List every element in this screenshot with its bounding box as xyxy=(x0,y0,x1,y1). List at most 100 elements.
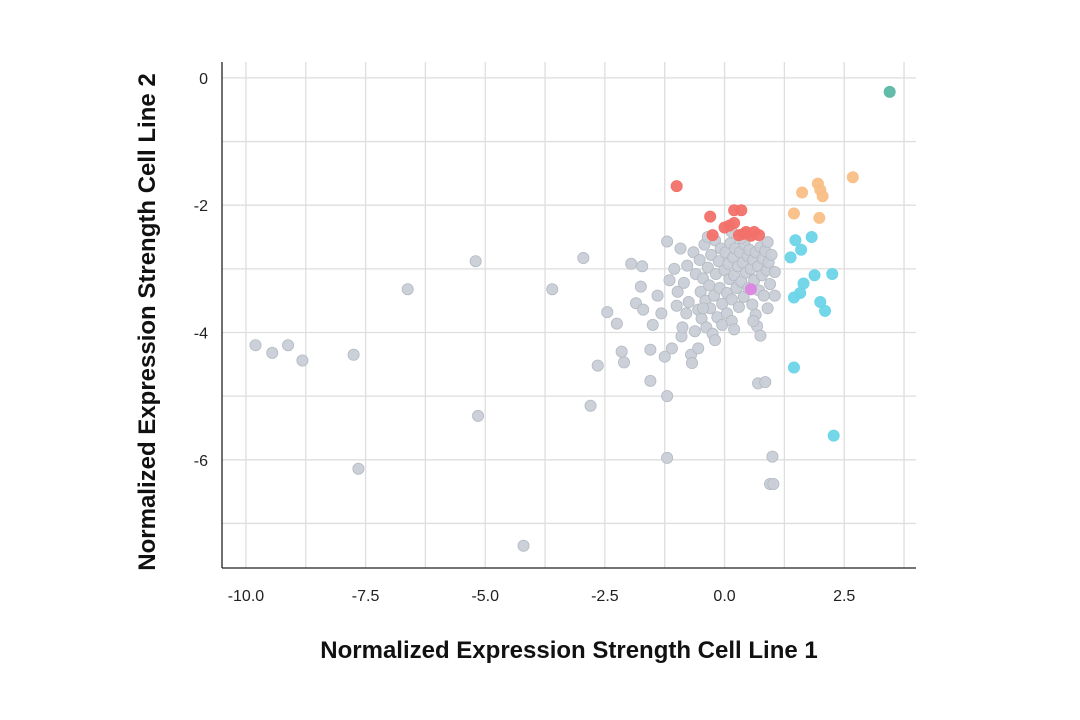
data-point-gray xyxy=(693,253,706,266)
x-axis-title: Normalized Expression Strength Cell Line… xyxy=(320,637,817,664)
data-point-cyan xyxy=(787,291,800,304)
data-point-gray xyxy=(761,236,774,249)
data-point-gray xyxy=(668,262,681,275)
data-point-gray xyxy=(768,266,781,279)
data-point-gray xyxy=(661,235,674,248)
data-point-gray xyxy=(655,307,668,320)
data-point-cyan xyxy=(826,267,839,280)
x-tick-labels: -10.0 -7.5 -5.0 -2.5 0.0 2.5 xyxy=(228,588,856,605)
data-point-gray xyxy=(757,289,770,302)
data-point-gray xyxy=(517,539,530,552)
data-point-gray xyxy=(625,257,638,270)
data-point-gray xyxy=(347,348,360,361)
data-point-gray xyxy=(661,390,674,403)
data-point-gray xyxy=(681,259,694,272)
data-point-gray xyxy=(746,298,759,311)
data-point-gray xyxy=(644,343,657,356)
data-point-gray xyxy=(697,302,710,315)
data-point-gray xyxy=(747,315,760,328)
data-point-gray xyxy=(665,342,678,355)
data-point-gray xyxy=(401,283,414,296)
data-point-magenta xyxy=(744,283,757,296)
data-point-gray xyxy=(677,276,690,289)
y-tick-label: -4 xyxy=(194,326,208,343)
y-tick-label: 0 xyxy=(199,71,208,88)
data-point-gray xyxy=(646,318,659,331)
data-point-orange xyxy=(813,211,826,224)
data-point-gray xyxy=(732,301,745,314)
data-point-gray xyxy=(636,260,649,273)
data-point-gray xyxy=(658,350,671,363)
axes xyxy=(221,62,916,569)
data-point-red xyxy=(704,210,717,223)
data-point-red xyxy=(706,229,719,242)
data-point-gray xyxy=(610,317,623,330)
data-point-gray xyxy=(644,374,657,387)
data-point-gray xyxy=(682,295,695,308)
data-point-red xyxy=(670,180,683,193)
data-point-gray xyxy=(591,359,604,372)
data-point-gray xyxy=(671,285,684,298)
data-point-gray xyxy=(701,261,714,274)
data-point-gray xyxy=(761,302,774,315)
data-point-gray xyxy=(352,462,365,475)
data-point-gray xyxy=(296,354,309,367)
data-point-cyan xyxy=(827,429,840,442)
data-point-gray xyxy=(686,357,699,370)
y-tick-label: -6 xyxy=(194,453,208,470)
data-point-cyan xyxy=(789,234,802,247)
data-point-orange xyxy=(796,186,809,199)
data-point-gray xyxy=(472,409,485,422)
data-point-gray xyxy=(546,283,559,296)
data-point-red xyxy=(753,229,766,242)
data-point-gray xyxy=(759,376,772,389)
data-point-gray xyxy=(618,356,631,369)
data-point-gray xyxy=(766,450,779,463)
data-point-gray xyxy=(692,342,705,355)
data-point-gray xyxy=(725,293,738,306)
data-point-teal xyxy=(883,85,896,98)
data-point-gray xyxy=(767,477,780,490)
data-point-gray xyxy=(754,329,767,342)
data-point-gray xyxy=(705,248,718,261)
data-point-gray xyxy=(680,307,693,320)
data-point-gray xyxy=(249,339,262,352)
y-axis-title: Normalized Expression Strength Cell Line… xyxy=(134,73,161,570)
data-point-gray xyxy=(661,451,674,464)
data-point-red xyxy=(735,204,748,217)
data-point-gray xyxy=(634,280,647,293)
data-point-cyan xyxy=(805,231,818,244)
data-point-gray xyxy=(584,399,597,412)
data-point-gray xyxy=(637,303,650,316)
y-tick-labels: 0 -2 -4 -6 xyxy=(194,71,208,470)
data-point-orange xyxy=(846,171,859,184)
data-point-orange xyxy=(787,207,800,220)
x-tick-label: -2.5 xyxy=(591,588,619,605)
grid xyxy=(222,62,916,568)
data-point-gray xyxy=(765,248,778,261)
data-point-gray xyxy=(469,255,482,268)
data-point-cyan xyxy=(784,251,797,264)
x-tick-label: 2.5 xyxy=(833,588,855,605)
x-tick-label: -7.5 xyxy=(352,588,380,605)
data-point-gray xyxy=(768,289,781,302)
data-point-gray xyxy=(708,334,721,347)
data-point-gray xyxy=(688,325,701,338)
data-point-gray xyxy=(651,289,664,302)
data-point-cyan xyxy=(795,243,808,256)
data-point-cyan xyxy=(808,269,821,282)
data-point-gray xyxy=(728,323,741,336)
x-tick-label: -10.0 xyxy=(228,588,265,605)
y-tick-label: -2 xyxy=(194,198,208,215)
x-tick-label: 0.0 xyxy=(713,588,735,605)
data-point-gray xyxy=(676,321,689,334)
data-point-orange xyxy=(816,190,829,203)
data-point-gray xyxy=(266,346,279,359)
data-point-cyan xyxy=(787,361,800,374)
data-point-gray xyxy=(601,306,614,319)
data-point-gray xyxy=(764,278,777,291)
data-point-red xyxy=(728,217,741,230)
data-point-gray xyxy=(577,252,590,265)
